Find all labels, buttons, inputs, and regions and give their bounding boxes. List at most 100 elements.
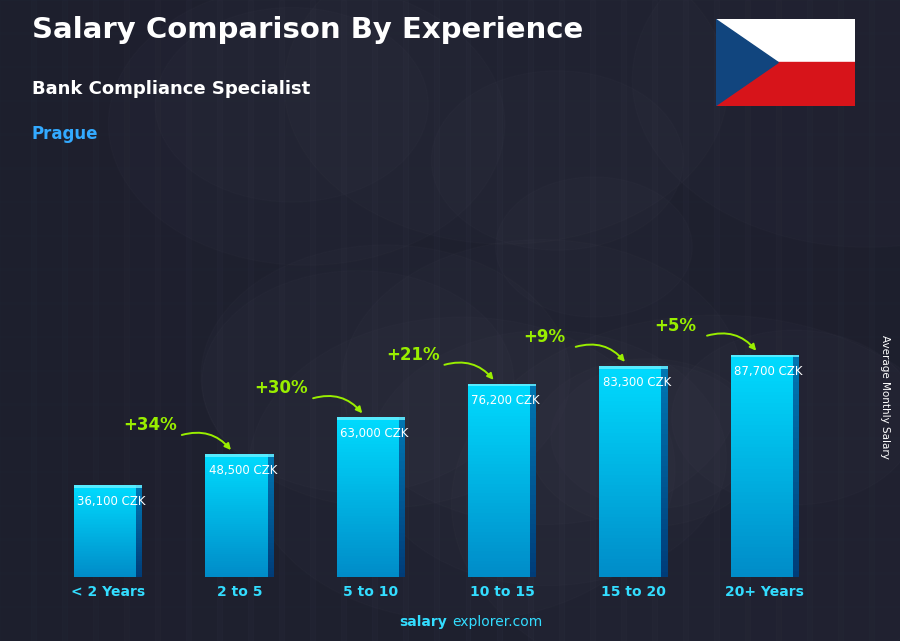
Bar	[468, 551, 536, 554]
Bar	[599, 499, 668, 503]
Circle shape	[202, 271, 514, 493]
Bar	[337, 526, 405, 529]
Bar	[662, 381, 668, 387]
Bar	[337, 484, 405, 487]
Bar	[530, 461, 536, 466]
Bar	[530, 558, 536, 562]
Bar	[468, 548, 536, 551]
Bar	[731, 406, 799, 410]
Bar	[435, 0, 471, 641]
Bar	[599, 415, 668, 419]
Bar	[205, 507, 274, 510]
Circle shape	[368, 331, 726, 586]
Text: Average Monthly Salary: Average Monthly Salary	[879, 335, 890, 460]
Bar	[731, 388, 799, 392]
Bar	[793, 527, 799, 533]
Bar	[599, 390, 668, 394]
Bar	[793, 549, 799, 554]
Bar	[136, 520, 142, 522]
Bar	[337, 569, 405, 572]
Bar	[530, 388, 536, 394]
Circle shape	[155, 8, 428, 202]
Bar	[337, 513, 405, 516]
Bar	[74, 495, 142, 496]
Bar	[468, 506, 536, 510]
Bar	[205, 569, 274, 570]
Bar	[136, 554, 142, 556]
Bar	[337, 468, 405, 470]
Bar	[337, 558, 405, 561]
Bar	[662, 408, 668, 413]
Bar	[530, 432, 536, 437]
Bar	[731, 354, 799, 358]
Bar	[186, 0, 222, 641]
Bar	[468, 496, 536, 500]
Bar	[793, 471, 799, 477]
Bar	[793, 366, 799, 371]
Bar	[74, 492, 142, 493]
Bar	[337, 436, 405, 438]
Bar	[124, 0, 160, 641]
Bar	[716, 19, 855, 62]
Bar	[337, 542, 405, 545]
Bar	[337, 545, 405, 547]
Bar	[205, 497, 274, 499]
Bar	[731, 529, 799, 533]
Circle shape	[529, 359, 765, 527]
Bar	[399, 537, 405, 541]
Bar	[599, 394, 668, 397]
Bar	[337, 574, 405, 577]
Bar	[530, 422, 536, 428]
Bar	[468, 538, 536, 542]
Bar	[399, 457, 405, 461]
Bar	[468, 390, 536, 394]
Bar	[731, 414, 799, 418]
Bar	[793, 427, 799, 433]
Bar	[136, 513, 142, 515]
Bar	[205, 454, 274, 456]
Circle shape	[496, 177, 692, 317]
Bar	[399, 421, 405, 425]
Bar	[136, 563, 142, 565]
Bar	[74, 519, 142, 520]
Bar	[74, 527, 142, 528]
Bar	[74, 534, 142, 536]
Bar	[205, 528, 274, 530]
Bar	[599, 517, 668, 520]
Bar	[468, 426, 536, 429]
Bar	[136, 485, 142, 488]
Bar	[136, 531, 142, 533]
Bar	[337, 550, 405, 553]
Bar	[468, 432, 536, 435]
Bar	[468, 487, 536, 490]
Bar	[793, 544, 799, 549]
Bar	[530, 428, 536, 432]
Bar	[205, 530, 274, 532]
Bar	[74, 554, 142, 556]
Text: 36,100 CZK: 36,100 CZK	[77, 495, 146, 508]
Bar	[662, 524, 668, 529]
Bar	[205, 470, 274, 472]
Bar	[0, 235, 900, 270]
Bar	[267, 466, 274, 469]
Bar	[136, 529, 142, 531]
Bar	[267, 574, 274, 577]
Bar	[399, 545, 405, 549]
Bar	[74, 551, 142, 553]
Bar	[267, 463, 274, 466]
Bar	[662, 519, 668, 524]
Bar	[399, 453, 405, 457]
Bar	[599, 419, 668, 422]
Bar	[267, 472, 274, 476]
Bar	[74, 514, 142, 516]
Bar	[31, 0, 67, 641]
Bar	[662, 477, 668, 482]
Circle shape	[342, 240, 742, 525]
Bar	[337, 422, 405, 425]
Bar	[468, 410, 536, 413]
Bar	[793, 554, 799, 560]
Circle shape	[551, 364, 754, 509]
Text: 87,700 CZK: 87,700 CZK	[734, 365, 803, 378]
Bar	[267, 522, 274, 525]
Bar	[399, 561, 405, 565]
